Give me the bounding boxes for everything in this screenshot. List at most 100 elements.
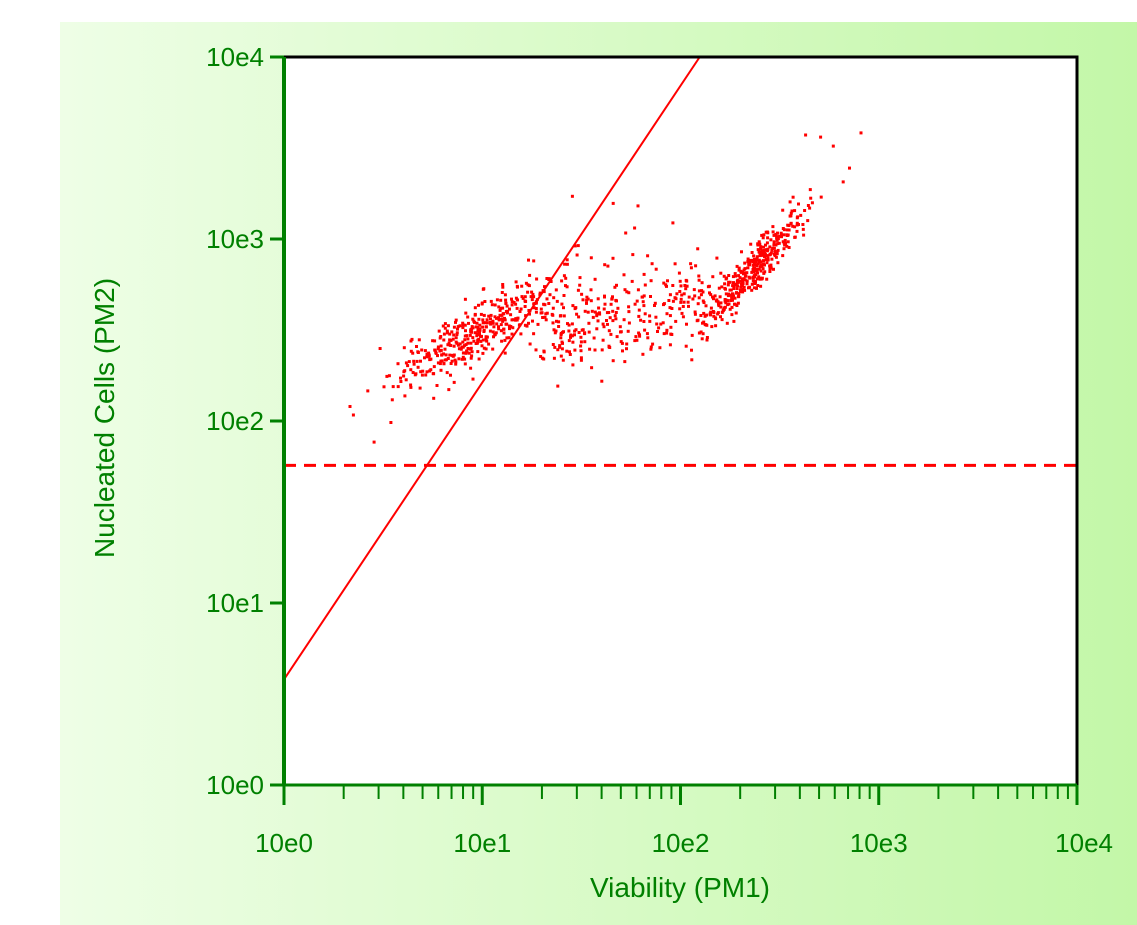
data-point xyxy=(561,358,565,362)
data-point xyxy=(415,345,418,348)
data-point xyxy=(762,271,766,275)
y-tick-label: 10e2 xyxy=(206,406,264,436)
data-point xyxy=(464,329,467,333)
data-point xyxy=(694,264,698,268)
data-point xyxy=(566,322,569,326)
data-point xyxy=(784,241,787,245)
data-point xyxy=(716,312,720,316)
data-point xyxy=(715,256,719,260)
data-point xyxy=(745,282,749,286)
data-point xyxy=(723,299,727,303)
data-point xyxy=(458,324,462,328)
data-point xyxy=(745,271,749,275)
data-point xyxy=(387,374,391,378)
data-point xyxy=(432,396,436,400)
data-point xyxy=(487,314,491,318)
data-point xyxy=(614,298,618,302)
y-tick-label: 10e0 xyxy=(206,770,264,800)
data-point xyxy=(510,318,514,322)
data-point xyxy=(785,228,789,232)
data-point xyxy=(638,333,641,337)
data-point xyxy=(774,243,778,247)
data-point xyxy=(720,285,724,289)
data-point xyxy=(434,351,438,355)
data-point xyxy=(610,297,614,301)
data-point xyxy=(476,329,480,333)
data-point xyxy=(648,314,652,318)
data-point xyxy=(741,282,745,285)
data-point xyxy=(755,269,759,273)
data-point xyxy=(720,318,724,322)
data-point xyxy=(420,373,424,377)
data-point xyxy=(750,282,754,286)
data-point xyxy=(551,306,555,310)
data-point xyxy=(623,288,627,292)
data-point xyxy=(470,325,474,329)
data-point xyxy=(625,342,629,346)
data-point xyxy=(585,298,589,302)
data-point xyxy=(611,319,615,323)
data-point xyxy=(481,325,485,329)
data-point xyxy=(565,349,569,353)
data-point xyxy=(447,341,451,345)
data-point xyxy=(559,333,563,337)
data-point xyxy=(752,270,756,274)
data-point xyxy=(501,306,505,310)
data-point xyxy=(625,347,628,351)
data-point xyxy=(748,261,752,265)
x-tick-label: 10e3 xyxy=(850,828,908,858)
data-point xyxy=(752,266,756,270)
data-point xyxy=(452,344,456,348)
data-point xyxy=(760,277,764,281)
data-point xyxy=(752,254,756,258)
data-point xyxy=(521,296,525,300)
data-point xyxy=(775,238,779,242)
data-point xyxy=(609,332,613,336)
data-point xyxy=(681,305,685,308)
data-point xyxy=(703,323,707,327)
data-point xyxy=(760,233,764,237)
data-point xyxy=(649,347,653,351)
data-point xyxy=(809,196,813,200)
data-point xyxy=(532,306,536,310)
data-point xyxy=(503,351,507,355)
data-point xyxy=(444,353,448,357)
data-point xyxy=(787,224,791,227)
data-point xyxy=(593,310,597,314)
data-point xyxy=(819,195,823,199)
data-point xyxy=(810,201,814,205)
data-point xyxy=(505,336,509,340)
data-point xyxy=(697,296,701,300)
data-point xyxy=(579,340,583,344)
data-point xyxy=(664,283,668,287)
data-point xyxy=(808,206,812,210)
data-point xyxy=(608,346,612,349)
data-point xyxy=(763,253,767,256)
data-point xyxy=(714,299,718,303)
data-point xyxy=(700,281,704,285)
data-point xyxy=(630,279,634,283)
data-point xyxy=(626,329,630,333)
data-point xyxy=(756,262,760,266)
data-point xyxy=(475,334,479,338)
data-point xyxy=(611,256,615,260)
data-point xyxy=(463,362,467,366)
data-point xyxy=(571,304,575,308)
data-point xyxy=(503,338,507,342)
data-point xyxy=(459,347,463,351)
data-point xyxy=(479,339,483,343)
data-point xyxy=(678,307,682,311)
data-point xyxy=(580,292,584,296)
data-point xyxy=(432,372,436,376)
data-point xyxy=(450,330,454,334)
data-point xyxy=(748,263,751,267)
data-point xyxy=(732,294,735,298)
data-point xyxy=(433,348,437,352)
data-point xyxy=(439,344,443,348)
data-point xyxy=(410,337,414,341)
data-point xyxy=(550,312,554,316)
data-point xyxy=(768,245,772,249)
data-point xyxy=(409,383,413,387)
data-point xyxy=(755,264,759,267)
data-point xyxy=(527,309,531,312)
